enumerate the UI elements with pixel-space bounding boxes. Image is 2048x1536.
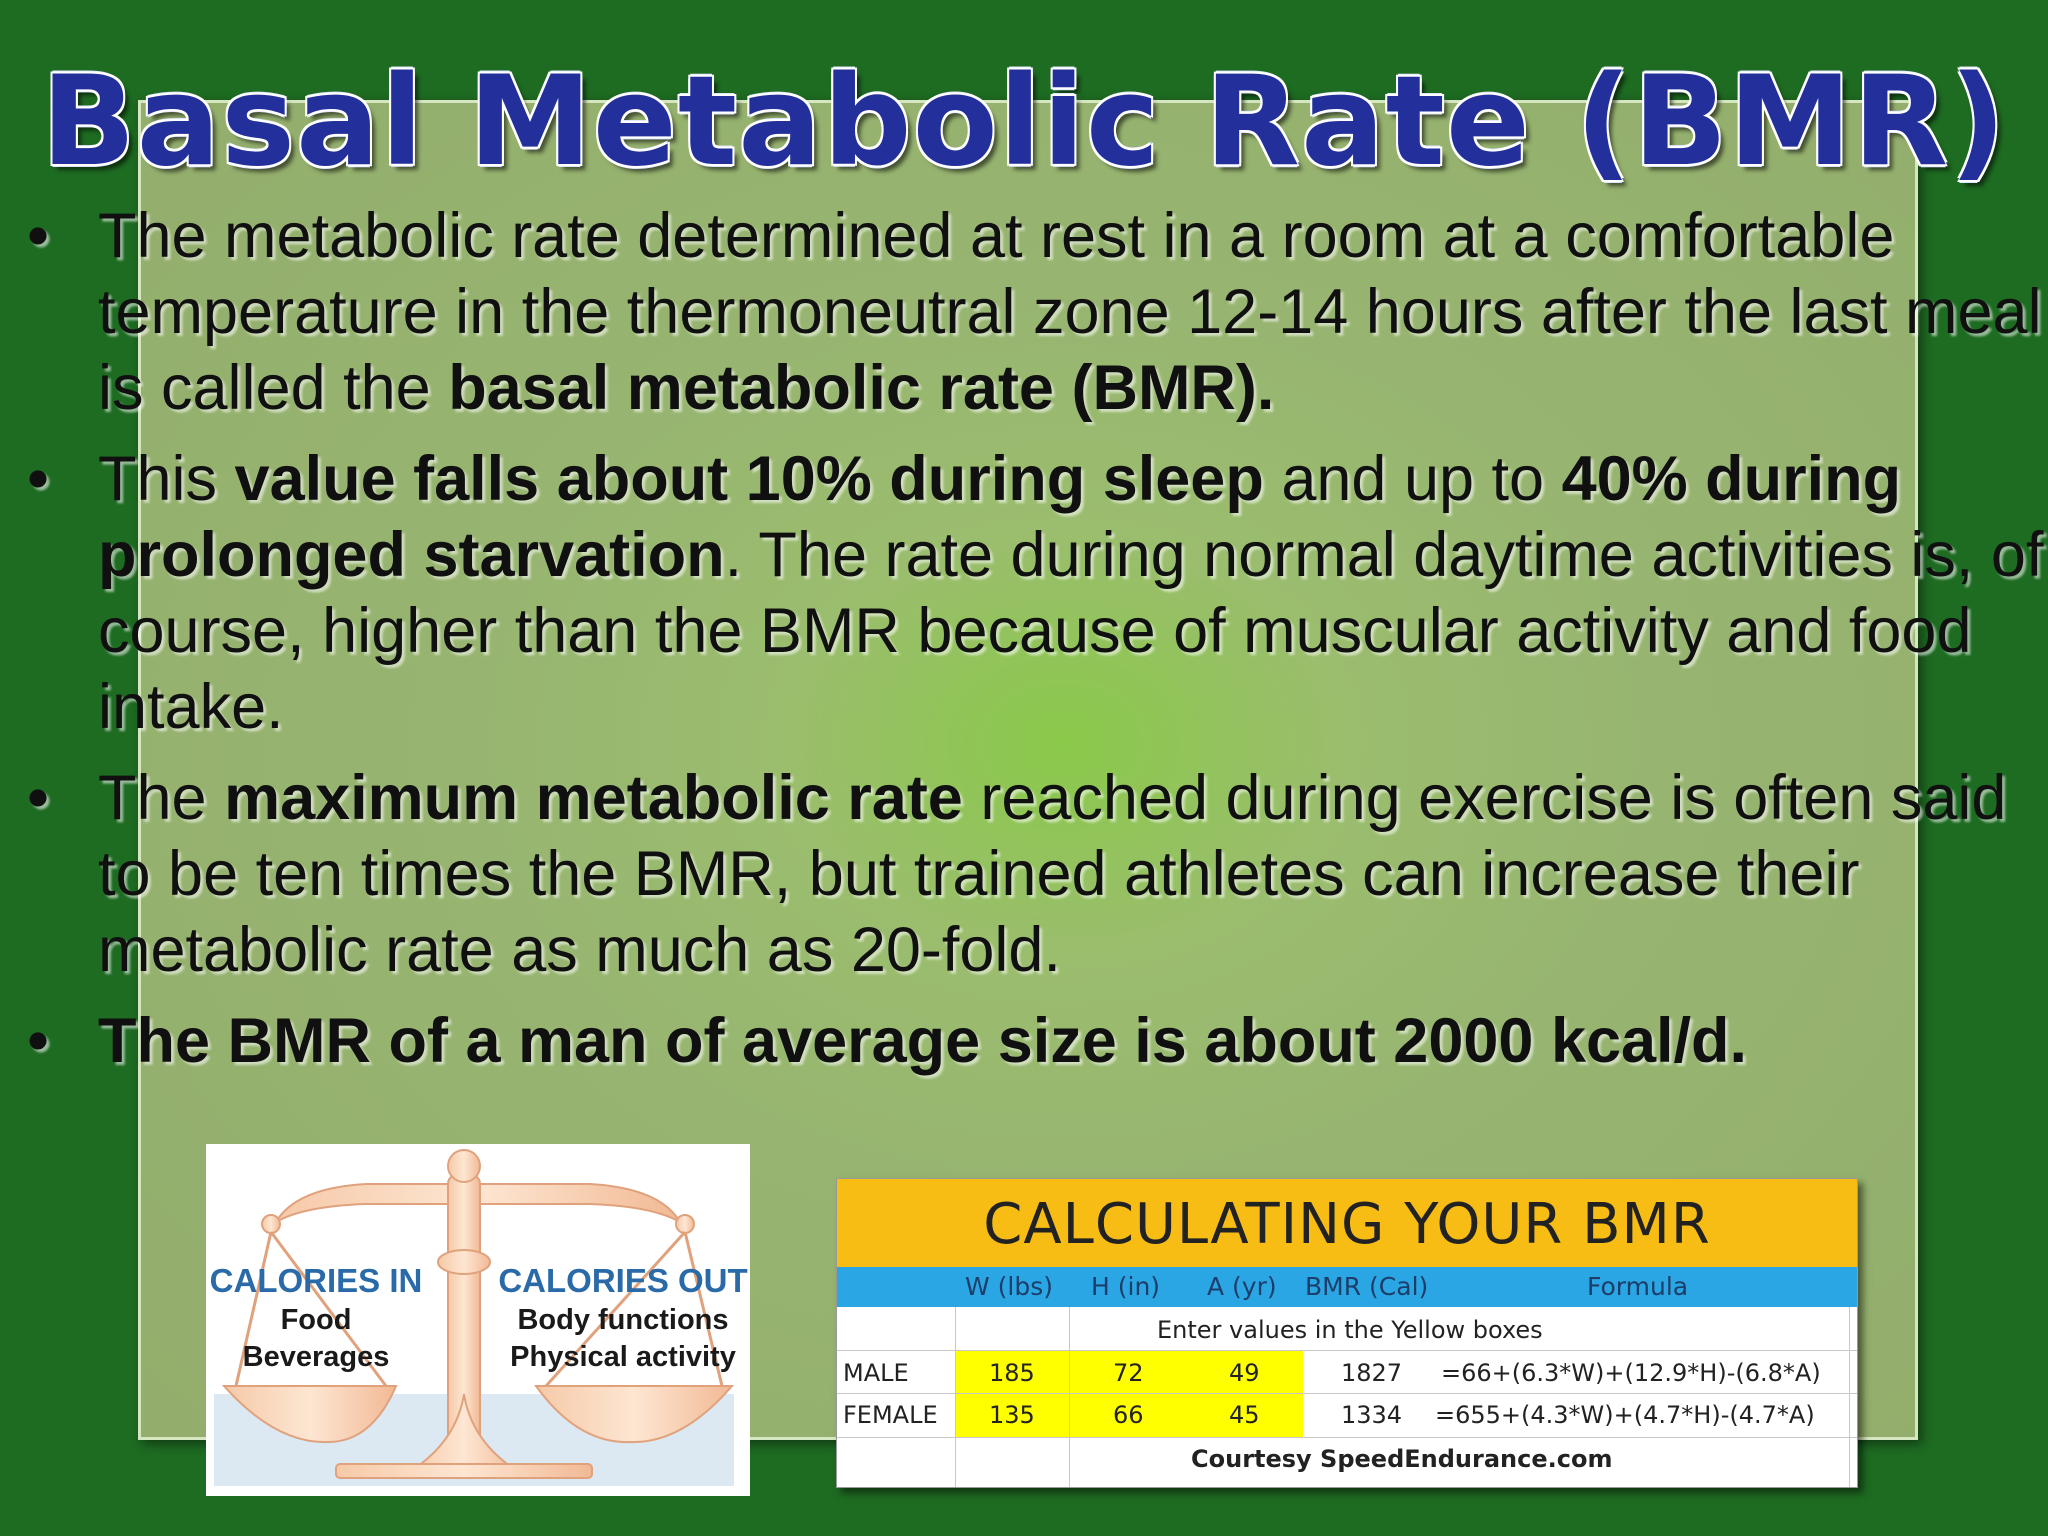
bmr-table-header [837, 1179, 1857, 1267]
col-weight: W (lbs) [965, 1272, 1054, 1301]
bullet-list: • The metabolic rate determined at rest i… [18, 198, 2048, 1094]
male-weight[interactable]: 185 [989, 1359, 1035, 1387]
female-height[interactable]: 66 [1113, 1401, 1144, 1429]
bullet-bold-text: The BMR of a man of average size is abou… [98, 1006, 1748, 1076]
bullet-marker: • [26, 1006, 50, 1076]
bullet-bold-text: maximum metabolic rate [224, 763, 963, 833]
bullet-item: • This value falls about 10% during sleep… [18, 441, 2048, 745]
calories-out-line1: Body functions [517, 1304, 729, 1336]
bullet-text: . The rate during normal daytime activit… [98, 520, 2044, 742]
bullet-item: • The BMR of a man of average size is abo… [18, 1003, 2048, 1079]
female-bmr: 1334 [1341, 1401, 1403, 1429]
male-formula: =66+(6.3*W)+(12.9*H)-(6.8*A) [1441, 1359, 1821, 1387]
yellow-input-area [955, 1351, 1303, 1437]
male-age[interactable]: 49 [1229, 1359, 1260, 1387]
bullet-marker: • [26, 444, 50, 514]
female-label: FEMALE [843, 1401, 938, 1429]
bullet-marker: • [26, 201, 50, 271]
bullet-bold-text: basal metabolic rate (BMR). [448, 353, 1275, 423]
bullet-marker: • [26, 763, 50, 833]
scale-icon [221, 1149, 735, 1479]
bullet-text: The metabolic rate determined at rest in… [98, 201, 2042, 423]
courtesy-text: Courtesy SpeedEndurance.com [1191, 1445, 1613, 1473]
bullet-item: • The maximum metabolic rate reached duri… [18, 760, 2048, 988]
balance-scale-image: CALORIES IN Food Beverages CALORIES OUT … [206, 1144, 750, 1496]
col-height: H (in) [1091, 1272, 1161, 1301]
bullet-text: reached during exercise is often said to… [98, 763, 2007, 985]
bmr-table-title: CALCULATING YOUR BMR [983, 1192, 1711, 1257]
instruction-text: Enter values in the Yellow boxes [1157, 1316, 1543, 1344]
male-label: MALE [843, 1359, 909, 1387]
col-age: A (yr) [1207, 1272, 1277, 1301]
bullet-bold-text: 40% during prolonged starvation [98, 444, 1902, 590]
bullet-item: • The metabolic rate determined at rest i… [18, 198, 2048, 426]
bullet-text: This [98, 444, 235, 514]
bullet-text: and up to [1263, 444, 1562, 514]
bmr-column-header-row [837, 1267, 1857, 1307]
female-formula: =655+(4.3*W)+(4.7*H)-(4.7*A) [1435, 1401, 1815, 1429]
male-height[interactable]: 72 [1113, 1359, 1144, 1387]
bullet-text: The [98, 763, 225, 833]
male-bmr: 1827 [1341, 1359, 1403, 1387]
female-weight[interactable]: 135 [989, 1401, 1035, 1429]
col-formula: Formula [1587, 1272, 1689, 1301]
calories-in-line1: Food [280, 1304, 352, 1336]
bmr-calculator-table: CALCULATING YOUR BMR W (lbs) H (in) A (y… [836, 1178, 1858, 1488]
female-age[interactable]: 45 [1229, 1401, 1260, 1429]
calories-out-label: CALORIES OUT [498, 1262, 748, 1299]
col-bmr: BMR (Cal) [1305, 1272, 1429, 1301]
calories-in-label: CALORIES IN [209, 1262, 423, 1299]
calories-in-line2: Beverages [242, 1341, 390, 1373]
calories-out-line2: Physical activity [510, 1341, 736, 1373]
slide-title: Basal Metabolic Rate (BMR) [41, 50, 2007, 194]
bullet-bold-text: value falls about 10% during sleep [234, 444, 1264, 514]
